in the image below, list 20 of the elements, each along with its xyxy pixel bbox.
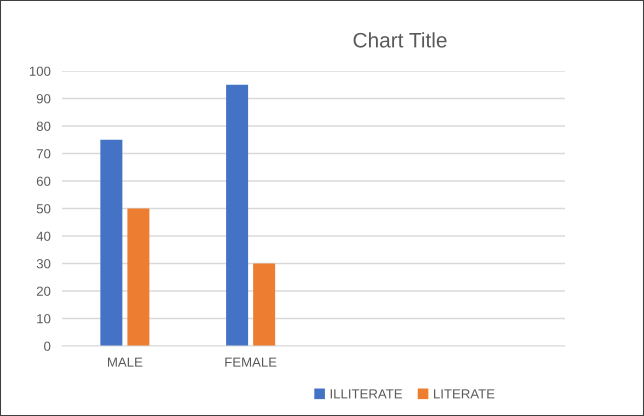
bar <box>253 264 276 346</box>
y-tick-label: 60 <box>36 176 50 186</box>
y-tick-label: 20 <box>36 286 50 296</box>
legend-label: LITERATE <box>434 389 494 398</box>
y-tick-label: 30 <box>36 259 50 268</box>
y-tick-label: 90 <box>36 94 50 104</box>
x-tick-label: MALE <box>108 358 142 367</box>
y-tick-label: 0 <box>44 342 50 351</box>
y-tick-label: 40 <box>36 232 50 241</box>
y-tick-label: 80 <box>36 122 50 131</box>
x-tick-label: FEMALE <box>225 358 276 367</box>
y-tick-label: 10 <box>37 314 50 324</box>
chart-title: Chart Title <box>354 32 447 48</box>
y-tick-label: 100 <box>30 66 50 76</box>
y-tick-label: 50 <box>36 204 50 214</box>
bar <box>226 84 248 346</box>
legend-label: ILLITERATE <box>330 389 402 398</box>
y-tick-label: 70 <box>36 149 50 158</box>
bar <box>100 140 122 346</box>
bar <box>127 208 150 346</box>
